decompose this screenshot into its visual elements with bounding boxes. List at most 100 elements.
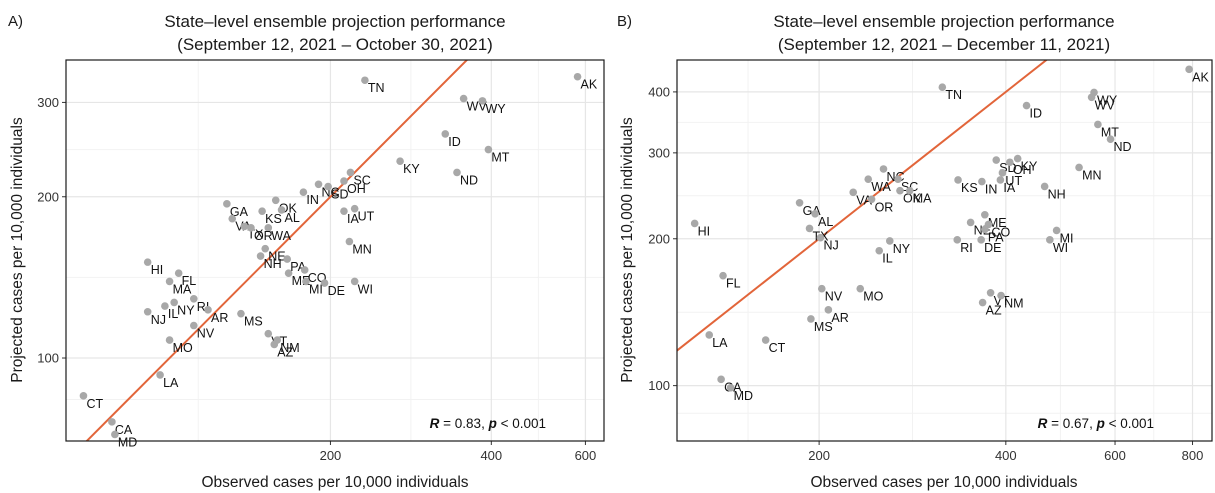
panel-a-point-label-mi: MI	[309, 282, 323, 296]
panel-b-point-label-wa: WA	[871, 180, 891, 194]
panel-b-point-label-ak: AK	[1192, 70, 1209, 84]
panel-b-x-tick-label: 200	[808, 448, 830, 463]
panel-a-r-symbol: R	[430, 416, 440, 431]
panel-a-frame	[66, 60, 604, 441]
panel-a-point-label-nd: ND	[460, 173, 478, 187]
panel-b-y-tick-label: 100	[648, 378, 670, 393]
panel-b-y-tick-label: 300	[648, 145, 670, 160]
panel-b-point-label-in: IN	[985, 183, 998, 197]
panel-b-y-tick-label: 200	[648, 231, 670, 246]
panel-b-point-label-id: ID	[1030, 107, 1043, 121]
panel-a-point-label-id: ID	[448, 135, 461, 149]
panel-a-point-label-or: OR	[254, 229, 273, 243]
panel-a-point-label-ny: NY	[177, 303, 195, 317]
panel-b-point-label-la: LA	[712, 336, 728, 350]
panel-a-point-label-wa: WA	[271, 229, 291, 243]
panel-b-y-tick-label: 400	[648, 84, 670, 99]
panel-a-p-symbol: p	[488, 416, 497, 431]
panel-a-point-label-ar: AR	[211, 311, 228, 325]
panel-b-p-value: < 0.001	[1105, 416, 1154, 431]
panel-b-y-axis-title: Projected cases per 10,000 individuals	[619, 117, 636, 383]
panel-b-point-label-de: DE	[984, 241, 1001, 255]
panel-a-point-label-az: AZ	[277, 345, 293, 359]
panel-a-point-label-nv: NV	[197, 327, 215, 341]
panel-a-point-label-ct: CT	[86, 397, 103, 411]
panel-a-stat-annotation: R = 0.83, p < 0.001	[430, 416, 546, 431]
panel-b-point-label-al: AL	[818, 215, 833, 229]
panel-a-p-value: < 0.001	[497, 416, 546, 431]
panel-b-x-tick-label: 800	[1182, 448, 1204, 463]
panel-a-title-line1: State–level ensemble projection performa…	[164, 12, 505, 31]
panel-b-point-label-wv: WV	[1095, 98, 1116, 112]
panel-a-x-tick-label: 400	[480, 448, 502, 463]
panel-a-y-tick-label: 100	[37, 351, 59, 366]
panel-a-point-label-al: AL	[285, 211, 300, 225]
panel-a-point-label-wy: WY	[485, 102, 506, 116]
panel-b-point-label-ny: NY	[893, 242, 911, 256]
panel-a-point-label-mo: MO	[173, 341, 193, 355]
panel-b-stat-annotation: R = 0.67, p < 0.001	[1038, 416, 1154, 431]
panel-a-point-label-la: LA	[163, 376, 179, 390]
panel-b-point-label-ct: CT	[769, 341, 786, 355]
panel-a-point-label-nj: NJ	[151, 313, 166, 327]
panel-b-point-label-ks: KS	[961, 181, 978, 195]
panel-a-title-line2: (September 12, 2021 – October 30, 2021)	[177, 35, 493, 54]
panel-b-point-label-az: AZ	[986, 304, 1002, 318]
panel-b-point-label-nv: NV	[825, 290, 843, 304]
panel-a-label: A)	[8, 13, 23, 30]
panel-a-x-axis-title: Observed cases per 10,000 individuals	[201, 474, 468, 491]
panel-b-point-label-ms: MS	[814, 320, 833, 334]
panel-a-x-tick-label: 200	[320, 448, 342, 463]
panel-b-r-value: = 0.67,	[1047, 416, 1096, 431]
panel-b-point-label-ia: IA	[1003, 181, 1015, 195]
panel-b-point-label-nm: NM	[1004, 297, 1023, 311]
panel-a-point-label-oh: OH	[347, 182, 366, 196]
panel-b-point-label-nj: NJ	[823, 239, 838, 253]
panel-b-title-line2: (September 12, 2021 – December 11, 2021)	[778, 35, 1110, 54]
panel-b-point-label-nh: NH	[1048, 187, 1066, 201]
panel-a-point-label-mn: MN	[352, 243, 371, 257]
panel-a-point-label-tn: TN	[368, 81, 385, 95]
panel-b-point-label-mn: MN	[1082, 168, 1101, 182]
panel-a: A) State–level ensemble projection perfo…	[8, 0, 646, 493]
panel-b-p-symbol: p	[1096, 416, 1105, 431]
panel-b-point-label-ma: MA	[913, 192, 932, 206]
panel-b: B) State–level ensemble projection perfo…	[502, 0, 1215, 491]
panel-a-point-label-ak: AK	[581, 78, 598, 92]
panel-a-point-label-sd: SD	[331, 188, 348, 202]
panel-a-y-tick-label: 300	[37, 95, 59, 110]
panel-b-label: B)	[617, 13, 632, 30]
panel-a-point-label-de: DE	[328, 284, 345, 298]
panel-a-point-label-md: MD	[118, 435, 137, 449]
panel-b-plot-area: 200 400 600 800100200300400AKTN WYWVIDMTNDKY…	[502, 0, 1215, 488]
panel-a-point-label-hi: HI	[151, 263, 164, 277]
panel-b-point-label-ri: RI	[960, 241, 973, 255]
panel-a-r-value: = 0.83,	[439, 416, 488, 431]
panel-a-point-label-in: IN	[306, 193, 319, 207]
panel-b-point-label-nd: ND	[1114, 140, 1132, 154]
panel-a-point-label-nh: NH	[264, 257, 282, 271]
panel-b-x-axis-title: Observed cases per 10,000 individuals	[810, 474, 1077, 491]
panel-a-point-label-mt: MT	[491, 151, 509, 165]
panel-b-point-label-md: MD	[734, 389, 753, 403]
panel-b-title-line1: State–level ensemble projection performa…	[773, 12, 1114, 31]
panel-a-y-tick-label: 200	[37, 189, 59, 204]
panel-b-point-label-wi: WI	[1053, 241, 1068, 255]
panel-b-point-label-tn: TN	[945, 88, 962, 102]
panel-b-point-label-ar: AR	[831, 311, 848, 325]
panel-a-point-label-il: IL	[168, 307, 178, 321]
panel-a-point-label-ms: MS	[244, 315, 263, 329]
panel-b-r-symbol: R	[1038, 416, 1048, 431]
panel-b-x-tick-label: 400	[995, 448, 1017, 463]
panel-a-plot-area: 200 400 600100200300AKTNWVWYIDMTKYNDSCOHNC…	[14, 0, 646, 493]
panel-a-point-label-ut: UT	[358, 210, 375, 224]
panel-a-point-label-ma: MA	[173, 282, 192, 296]
panel-b-point-label-hi: HI	[698, 224, 711, 238]
panel-b-point-label-or: OR	[875, 200, 894, 214]
panel-a-y-axis-title: Projected cases per 10,000 individuals	[9, 117, 26, 383]
panel-a-point-label-ks: KS	[265, 212, 282, 226]
panel-b-point-label-il: IL	[882, 252, 892, 266]
panel-a-x-tick-label: 600	[575, 448, 597, 463]
panel-a-point-label-wi: WI	[358, 282, 373, 296]
